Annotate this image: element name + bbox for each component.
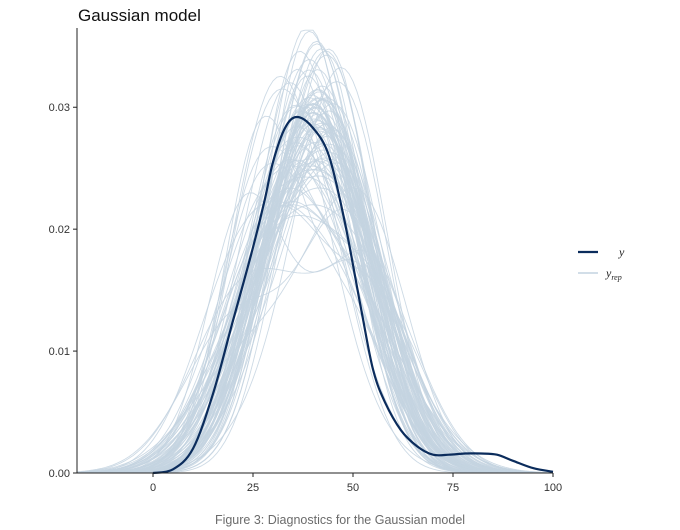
yrep-line	[77, 136, 553, 474]
yrep-line	[76, 125, 553, 474]
yrep-line	[77, 142, 553, 474]
yrep-line	[76, 136, 553, 474]
y-tick-label: 0.03	[49, 102, 70, 114]
legend-y-label: y	[618, 245, 625, 259]
yrep-line	[76, 162, 554, 474]
y-tick-label: 0.02	[49, 224, 70, 236]
x-tick-label: 50	[347, 482, 359, 494]
y-tick-label: 0.01	[49, 346, 70, 358]
yrep-line	[77, 165, 553, 474]
yrep-line	[76, 165, 553, 474]
yrep-line	[77, 158, 553, 474]
yrep-line	[76, 94, 553, 474]
yrep-line	[77, 97, 553, 474]
yrep-line	[77, 143, 553, 474]
yrep-line	[77, 162, 553, 474]
yrep-line	[77, 160, 554, 474]
yrep-line	[77, 176, 553, 474]
legend-yrep-label: yrep	[605, 266, 622, 282]
yrep-line	[76, 187, 553, 474]
yrep-line	[77, 69, 553, 474]
yrep-line	[77, 81, 553, 474]
yrep-line	[77, 113, 553, 474]
yrep-line	[77, 168, 553, 474]
yrep-line	[76, 200, 553, 474]
yrep-series	[76, 29, 554, 474]
yrep-line	[76, 159, 553, 474]
axes: 0 25 50 75 100 0.00 0.01 0.02 0.03	[49, 28, 562, 494]
yrep-line	[77, 204, 554, 474]
yrep-line	[77, 149, 553, 474]
x-tick-label: 75	[447, 482, 459, 494]
x-tick-label: 100	[544, 482, 562, 494]
yrep-line	[77, 129, 554, 474]
yrep-line	[76, 204, 553, 474]
yrep-line	[77, 201, 553, 474]
yrep-line	[77, 54, 553, 474]
yrep-line	[76, 113, 553, 474]
yrep-line	[77, 75, 553, 474]
yrep-line	[77, 205, 553, 474]
yrep-line	[77, 118, 553, 474]
chart-title: Gaussian model	[78, 6, 201, 25]
y-tick-label: 0.00	[49, 468, 70, 480]
yrep-line	[76, 112, 553, 474]
yrep-line	[77, 75, 553, 474]
yrep-line	[77, 98, 553, 474]
yrep-line	[77, 192, 553, 474]
yrep-line	[77, 141, 553, 474]
yrep-line	[76, 187, 553, 474]
yrep-line	[77, 110, 554, 474]
yrep-line	[77, 143, 553, 474]
yrep-line	[77, 146, 553, 474]
yrep-line	[76, 152, 553, 474]
yrep-line	[77, 98, 553, 474]
yrep-line	[77, 97, 553, 474]
yrep-line	[77, 157, 554, 474]
x-tick-label: 25	[247, 482, 259, 494]
yrep-line	[77, 162, 553, 474]
yrep-line	[76, 208, 553, 474]
yrep-line	[77, 97, 553, 474]
yrep-line	[77, 169, 553, 474]
legend: y yrep	[578, 245, 625, 282]
density-plot: 0 25 50 75 100 0.00 0.01 0.02 0.03 y yrep	[49, 28, 625, 494]
yrep-line	[77, 159, 553, 474]
y-line	[152, 115, 554, 475]
yrep-line	[77, 82, 553, 474]
yrep-line	[76, 145, 553, 474]
figure-caption: Figure 3: Diagnostics for the Gaussian m…	[214, 513, 466, 527]
x-tick-label: 0	[150, 482, 156, 494]
yrep-line	[76, 214, 553, 474]
yrep-line	[77, 175, 554, 474]
y-series	[152, 115, 554, 475]
yrep-line	[77, 132, 553, 474]
yrep-line	[77, 99, 553, 474]
